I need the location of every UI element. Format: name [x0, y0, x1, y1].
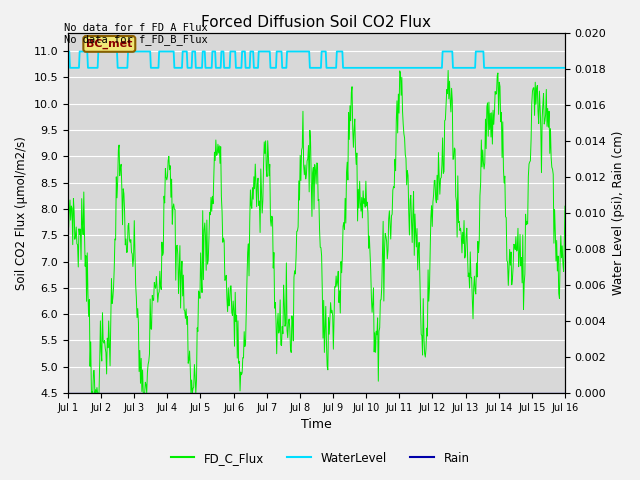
- Text: BC_met: BC_met: [86, 39, 132, 49]
- X-axis label: Time: Time: [301, 419, 332, 432]
- Text: No data for f_FD_B_Flux: No data for f_FD_B_Flux: [64, 35, 208, 46]
- Text: No data for f_FD_A_Flux: No data for f_FD_A_Flux: [64, 22, 208, 33]
- Legend: FD_C_Flux, WaterLevel, Rain: FD_C_Flux, WaterLevel, Rain: [166, 447, 474, 469]
- Title: Forced Diffusion Soil CO2 Flux: Forced Diffusion Soil CO2 Flux: [202, 15, 431, 30]
- Y-axis label: Water Level (psi), Rain (cm): Water Level (psi), Rain (cm): [612, 131, 625, 295]
- Y-axis label: Soil CO2 Flux (μmol/m2/s): Soil CO2 Flux (μmol/m2/s): [15, 136, 28, 290]
